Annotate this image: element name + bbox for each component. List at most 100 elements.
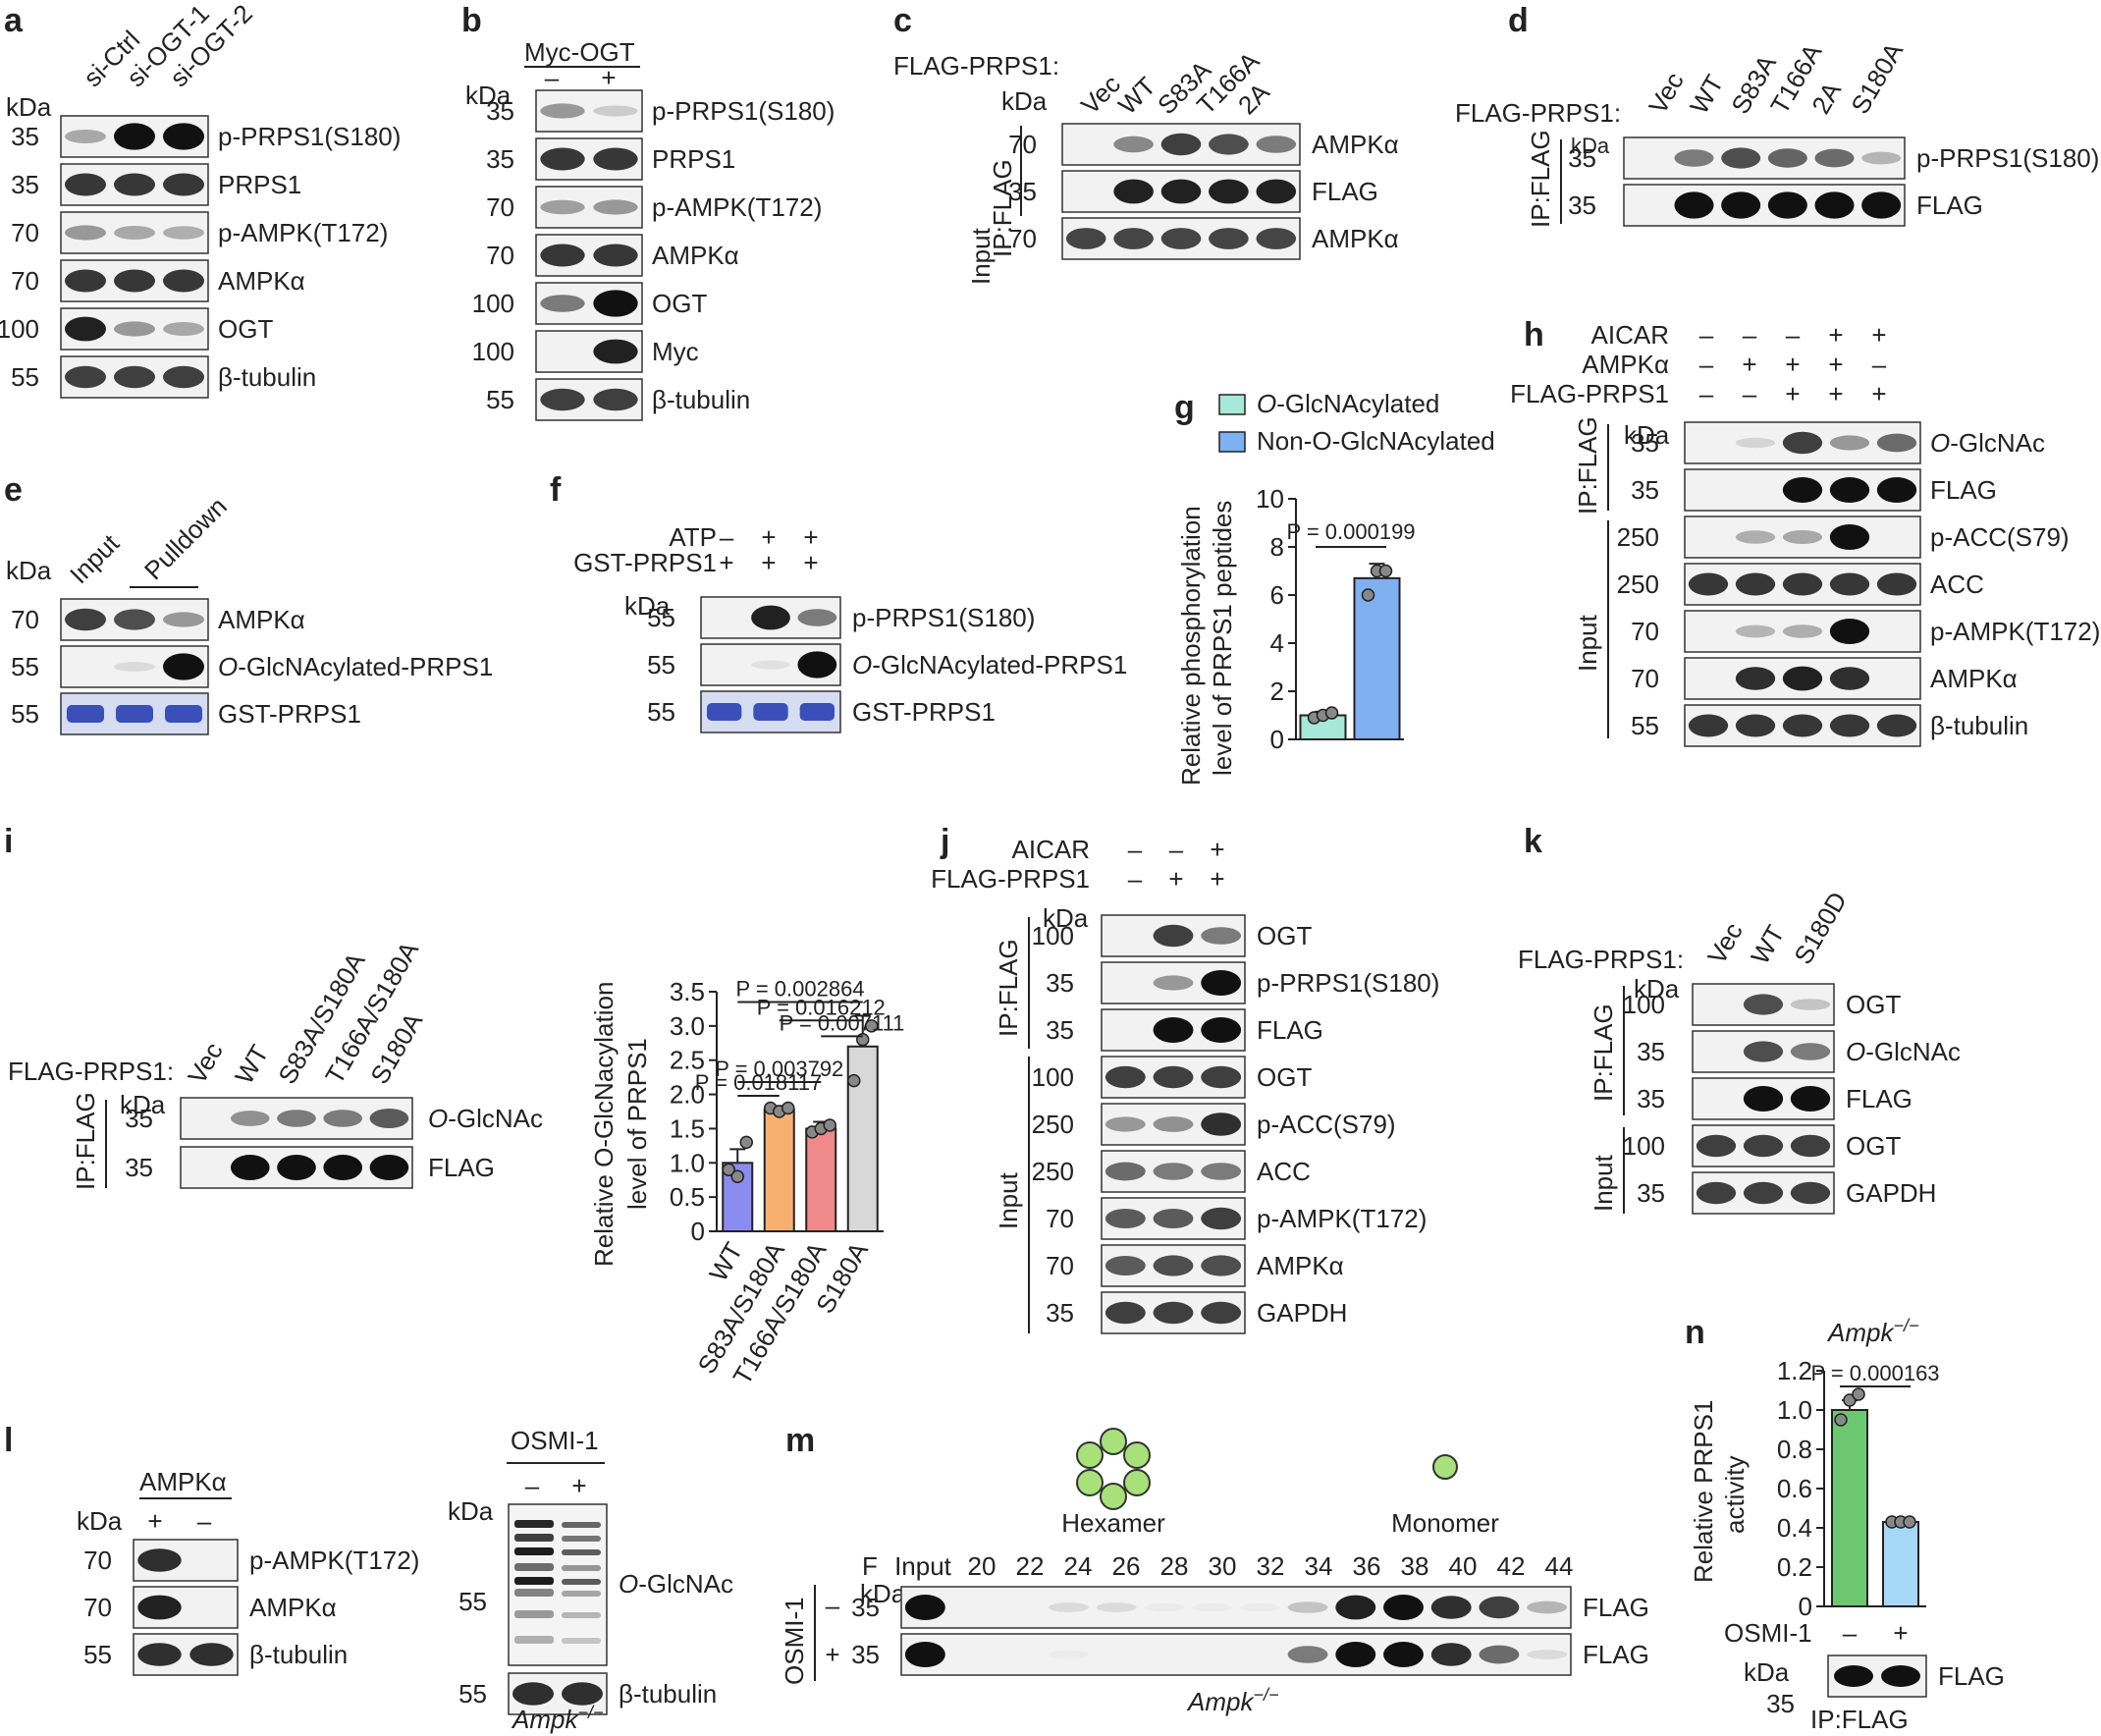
kda-marker: 55	[647, 697, 675, 727]
p-value: P = 0.007111	[780, 1010, 905, 1035]
data-point	[781, 1101, 795, 1115]
band	[1876, 433, 1917, 453]
condition-sign: +	[761, 522, 776, 552]
condition-name: ATP	[669, 522, 717, 552]
ip-group-label: IP:FLAG	[71, 1092, 100, 1190]
band	[1790, 999, 1831, 1010]
fraction-number: 44	[1545, 1551, 1574, 1581]
band	[1721, 191, 1761, 219]
band	[751, 605, 790, 630]
y-tick-label: 1.0	[670, 1148, 705, 1177]
band	[114, 662, 155, 672]
kda-marker: 70	[83, 1546, 112, 1575]
sign: –	[525, 1471, 540, 1500]
band	[165, 705, 202, 723]
blot-label: FLAG	[1846, 1084, 1912, 1113]
construct-label: FLAG-PRPS1:	[1518, 945, 1684, 974]
data-point	[1361, 588, 1375, 602]
blot-label: O-GlcNAc	[1930, 428, 2045, 458]
kda-marker: 70	[486, 192, 514, 222]
band	[1790, 1181, 1831, 1205]
kda-marker: 100	[0, 314, 39, 344]
band	[1743, 1041, 1784, 1062]
y-axis-label: level of PRPS1	[622, 1038, 652, 1210]
input-label: Input	[894, 1551, 952, 1581]
blot-label: GST-PRPS1	[852, 697, 996, 727]
y-tick-label: 0.5	[670, 1182, 705, 1212]
band	[1782, 431, 1823, 455]
condition-sign: –	[1699, 320, 1714, 350]
kda-marker: 100	[1623, 990, 1665, 1019]
input-group-label: Input	[1573, 614, 1602, 672]
fraction-number: 36	[1353, 1551, 1381, 1581]
band	[67, 705, 104, 723]
kda-marker: 100	[472, 289, 514, 318]
band	[114, 123, 155, 150]
blot-label: OGT	[218, 314, 273, 344]
blot-strip	[1101, 1103, 1246, 1146]
band	[65, 225, 106, 241]
panel-letter-l: l	[4, 1422, 13, 1459]
kda-header: kDa	[1043, 903, 1089, 933]
condition-sign: –	[1743, 379, 1757, 408]
blot-label: p-PRPS1(S180)	[218, 122, 401, 151]
band	[1153, 1209, 1194, 1228]
kda-marker: 70	[1008, 224, 1037, 253]
panel-letter-c: c	[893, 2, 912, 39]
ip-group-label: IP:FLAG	[1589, 1004, 1618, 1102]
condition-name: FLAG-PRPS1	[1510, 379, 1669, 408]
construct-label: FLAG-PRPS1:	[1455, 98, 1621, 128]
western-blot-l-left: p-AMPK(T172) 70 AMPKα 70 β-tubulin 55	[83, 1539, 419, 1676]
band	[1113, 136, 1154, 153]
condition-grid-h: AICAR – – – + +AMPKα – + + + –FLAG-PRPS1– – + + +	[1510, 320, 1887, 408]
blot-label: OGT	[1846, 990, 1901, 1019]
blot-label: O-GlcNAc	[1846, 1037, 1961, 1066]
band	[1113, 179, 1154, 204]
lane-label: Vec	[1701, 917, 1749, 969]
blot-label: p-ACC(S79)	[1930, 522, 2070, 552]
blot-strip	[535, 89, 643, 133]
band	[1790, 1134, 1831, 1158]
band	[562, 1522, 601, 1528]
band	[1829, 477, 1870, 503]
kda-marker: 35	[851, 1640, 880, 1669]
blot-label: p-PRPS1(S180)	[852, 603, 1035, 632]
band	[163, 226, 204, 240]
kda-marker: 70	[11, 218, 39, 247]
fraction-number: 20	[968, 1551, 997, 1581]
p-value: P = 0.000199	[1286, 519, 1415, 544]
band	[1287, 1601, 1328, 1613]
lane-label: WT	[1745, 920, 1790, 969]
band	[1201, 1163, 1242, 1180]
panel-l: l AMPKα + – kDa p-AMPK(T172) 70 AMPKα 70 β-t…	[4, 1422, 733, 1734]
blot-label: p-AMPK(T172)	[249, 1546, 419, 1575]
construct-label: FLAG-PRPS1:	[8, 1057, 174, 1086]
band	[1688, 714, 1729, 737]
band	[1782, 714, 1823, 737]
genotype-label: Ampk−/−	[1186, 1685, 1279, 1716]
panel-letter-a: a	[4, 2, 24, 39]
blot-strip	[1684, 515, 1921, 559]
band	[1287, 1646, 1328, 1663]
band	[593, 105, 638, 117]
y-axis-label: activity	[1720, 1456, 1750, 1534]
blot-label: AMPKα	[218, 605, 305, 634]
fraction-numbers: 20 22 24 26 28 30 32 34 36 38 40 42 44	[968, 1551, 1574, 1581]
bar-chart-i: 00.51.01.52.02.53.03.5WTS83A/S180AT166A/…	[670, 976, 905, 1389]
p-value: P = 0.016212	[757, 995, 886, 1019]
condition-sign: –	[1786, 320, 1801, 350]
band	[1674, 149, 1714, 167]
panel-letter-n: n	[1685, 1314, 1705, 1351]
blot-label: FLAG	[1257, 1015, 1323, 1045]
blot-label: O-GlcNAcylated-PRPS1	[218, 652, 493, 681]
western-blot-e: AMPKα 70 O-GlcNAcylated-PRPS1 55 GST-PRPS1 55	[11, 598, 493, 735]
kda-marker: 35	[125, 1153, 153, 1182]
y-tick-label: 3.5	[670, 977, 705, 1006]
band	[1104, 1209, 1146, 1228]
ip-group-label: IP:FLAG	[1573, 416, 1602, 515]
blot-label: PRPS1	[218, 170, 301, 199]
panel-h: h AICAR – – – + +AMPKα – + + + –FLAG-PRPS1– – + + + kD…	[1510, 316, 2100, 747]
band	[1782, 530, 1823, 544]
input-group-label: Input	[966, 227, 996, 285]
panel-letter-j: j	[940, 823, 949, 860]
